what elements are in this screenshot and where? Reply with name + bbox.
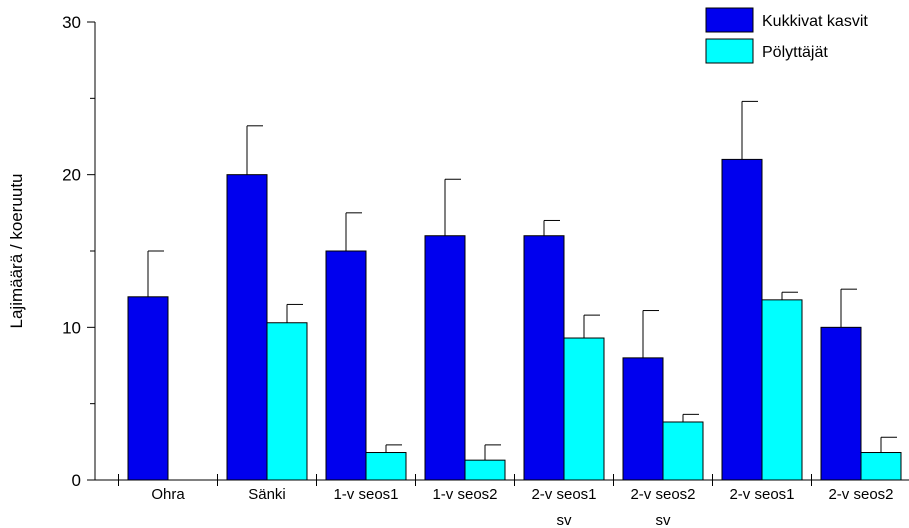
category-label: 1-v seos2 xyxy=(432,486,497,503)
bar xyxy=(226,174,268,481)
category-label: Sänki xyxy=(248,486,286,503)
y-axis-title: Lajimäärä / koeruutu xyxy=(7,174,26,329)
legend-swatch xyxy=(705,7,754,33)
bar xyxy=(127,296,169,481)
category-label: 2-v seos2 xyxy=(630,486,695,503)
error-bars xyxy=(147,100,897,461)
bar xyxy=(424,235,466,481)
legend-label: Pölyttäjät xyxy=(762,44,828,61)
y-tick-label: 0 xyxy=(72,471,81,490)
legend-swatch xyxy=(705,38,754,64)
bar xyxy=(464,459,506,481)
category-label: 2-v seos1 xyxy=(729,486,794,503)
y-ticks: 0 10 20 30 xyxy=(62,13,95,490)
category-label: Ohra xyxy=(151,486,185,503)
legend: Kukkivat kasvit Pölyttäjät xyxy=(705,7,868,64)
bar xyxy=(761,299,803,481)
bar xyxy=(860,452,902,481)
category-labels: Ohra Sänki 1-v seos1 1-v seos2 2-v seos1 sv 2-… xyxy=(151,486,893,528)
bar xyxy=(266,322,308,481)
bar xyxy=(662,421,704,481)
bar xyxy=(721,158,763,481)
bar xyxy=(563,337,605,481)
category-label: sv xyxy=(656,512,672,528)
category-label: 2-v seos2 xyxy=(828,486,893,503)
category-label: 2-v seos1 xyxy=(531,486,596,503)
category-label: sv xyxy=(557,512,573,528)
bars xyxy=(127,158,902,481)
y-tick-label: 10 xyxy=(62,318,81,337)
bar xyxy=(622,357,664,481)
y-tick-label: 20 xyxy=(62,166,81,185)
category-label: 1-v seos1 xyxy=(333,486,398,503)
bar xyxy=(523,235,565,481)
bar xyxy=(820,326,862,481)
x-ticks xyxy=(118,474,812,486)
bar xyxy=(365,452,407,481)
bar xyxy=(325,250,367,481)
legend-label: Kukkivat kasvit xyxy=(762,13,868,30)
y-tick-label: 30 xyxy=(62,13,81,32)
